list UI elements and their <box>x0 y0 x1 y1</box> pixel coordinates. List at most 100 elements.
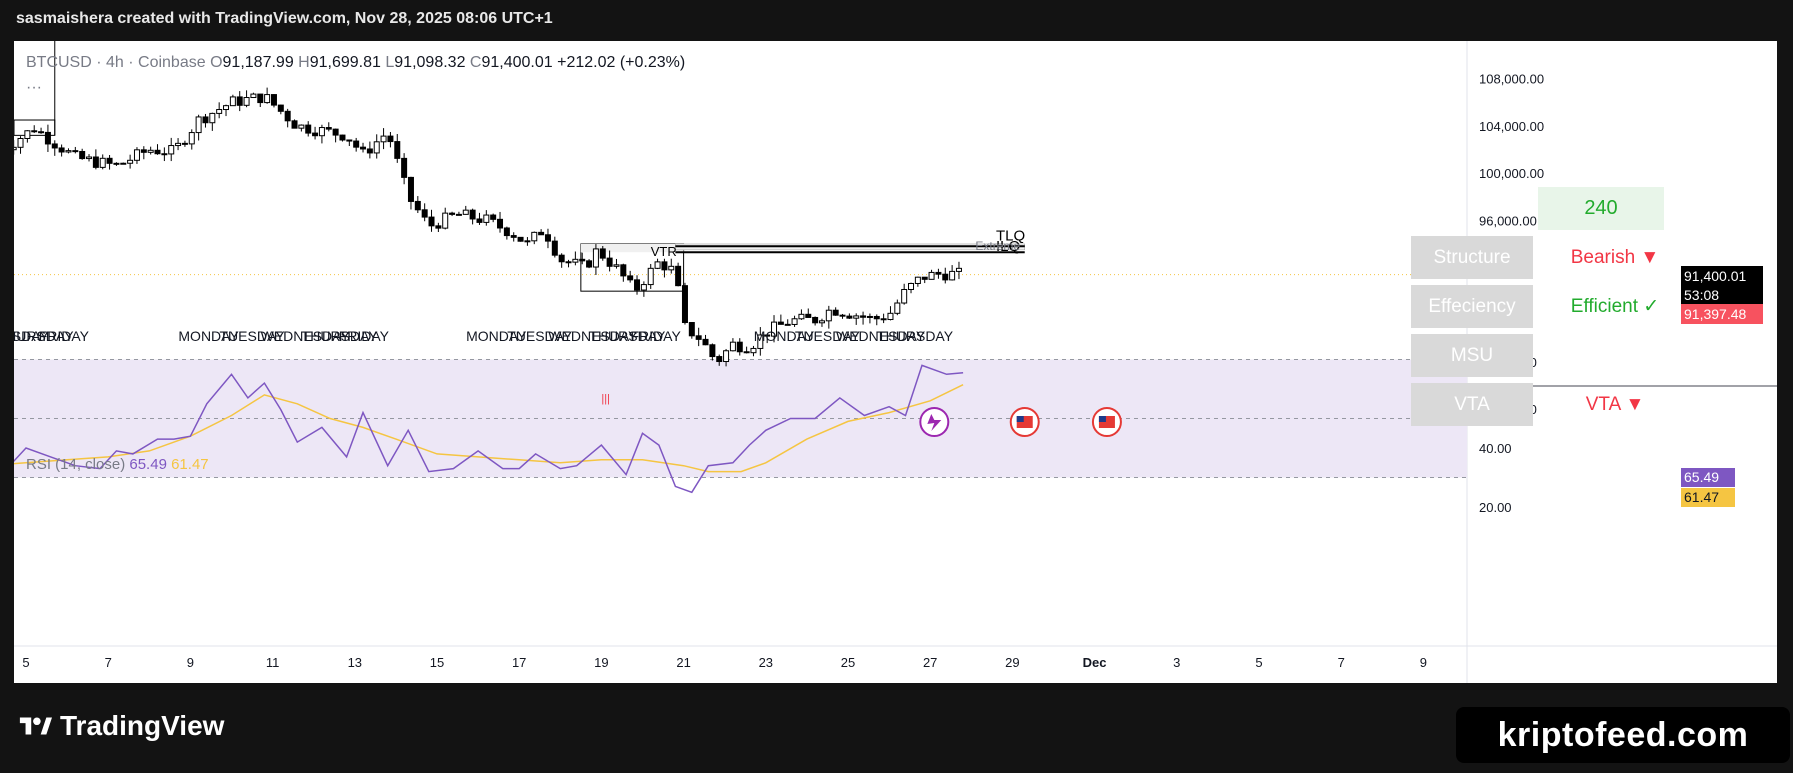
candle-body <box>449 212 456 215</box>
candle-body <box>291 120 298 129</box>
candle-body <box>428 216 435 227</box>
candle-body <box>702 338 709 346</box>
vta-label: VTA <box>1411 383 1533 426</box>
candle-body <box>353 140 360 148</box>
candle-body <box>654 261 661 269</box>
rsi-ma-legend-value: 61.47 <box>171 456 209 473</box>
symbol-label[interactable]: BTCUSD · 4h · Coinbase <box>26 54 206 71</box>
candle-body <box>901 288 908 304</box>
candle-body <box>188 132 195 145</box>
day-label: FRIDAY <box>339 328 390 344</box>
candle-body <box>866 315 873 318</box>
tradingview-wordmark: TradingView <box>60 710 225 741</box>
candle-body <box>24 130 31 139</box>
candle-body <box>257 93 264 104</box>
candle-body <box>524 240 531 243</box>
time-tick-label: 7 <box>1338 655 1345 670</box>
time-tick-label: 27 <box>923 655 937 670</box>
candle-body <box>531 231 538 242</box>
candle-body <box>750 347 757 354</box>
candle-body <box>318 127 325 137</box>
candle-body <box>92 156 99 168</box>
candle-body <box>544 234 551 242</box>
flag-canton <box>1016 416 1024 422</box>
candle-body <box>729 341 736 352</box>
candles <box>14 87 962 367</box>
rsi-axis-tag: 65.49 <box>1681 468 1735 487</box>
candle-body <box>634 279 641 291</box>
candle-body <box>270 94 277 106</box>
rsi-label[interactable]: RSI (14, close) <box>26 456 126 473</box>
close-value: 91,400.01 <box>481 54 553 71</box>
candle-body <box>599 248 606 259</box>
tradingview-icon <box>19 717 52 735</box>
candle-body <box>565 261 572 264</box>
time-tick-label: 7 <box>105 655 112 670</box>
rsi-ma-axis-tag: 61.47 <box>1681 488 1735 507</box>
candle-body <box>935 271 942 275</box>
candle-body <box>832 309 839 316</box>
candle-body <box>140 149 147 153</box>
candle-body <box>846 315 853 319</box>
change-value: +212.02 (+0.23%) <box>557 54 686 71</box>
candle-body <box>887 312 894 321</box>
tradingview-logo[interactable]: TradingView <box>18 710 224 742</box>
time-tick-label: 5 <box>22 655 29 670</box>
day-label: WEDNESDAY <box>548 328 638 344</box>
annotation-ilq: ILQ <box>996 238 1020 255</box>
structure-value: Bearish ▼ <box>1570 246 1660 268</box>
candle-body <box>216 109 223 114</box>
more-options-icon[interactable]: ··· <box>26 79 42 96</box>
candle-body <box>223 105 230 111</box>
candle-body <box>510 235 517 238</box>
candle-body <box>284 110 291 122</box>
time-tick-label: 17 <box>512 655 526 670</box>
day-label: THURSDAY <box>877 328 954 344</box>
candle-body <box>517 236 524 242</box>
candle-body <box>99 157 106 168</box>
chart-svg[interactable]: EDNESDAYTHURSDAYFRIDAYMONDAYTUESDAYWEDNE… <box>14 41 1777 683</box>
candle-body <box>127 159 134 164</box>
candle-body <box>798 313 805 320</box>
vta-value: VTA ▼ <box>1585 393 1645 415</box>
day-label: MONDAY <box>178 328 239 344</box>
time-tick-label: 5 <box>1255 655 1262 670</box>
day-label: FRIDAY <box>631 328 682 344</box>
msu-label: MSU <box>1411 334 1533 377</box>
candle-body <box>675 265 682 287</box>
price-tick-label: 96,000.00 <box>1479 213 1537 228</box>
annotation-extreme: Extreme <box>975 239 1020 253</box>
candle-body <box>647 267 654 286</box>
time-tick-label: Dec <box>1083 655 1107 670</box>
day-label: MONDAY <box>754 328 815 344</box>
day-label: TUESDAY <box>220 328 286 344</box>
candle-body <box>661 261 668 271</box>
watermark-site: kriptofeed.com <box>1456 707 1790 763</box>
time-tick-label: 23 <box>759 655 773 670</box>
msu-value <box>1544 334 1686 377</box>
candle-body <box>791 318 798 325</box>
candle-body <box>195 116 202 134</box>
candle-body <box>229 96 236 107</box>
chart-frame: EDNESDAYTHURSDAYFRIDAYMONDAYTUESDAYWEDNE… <box>14 41 1777 683</box>
candle-body <box>860 315 867 318</box>
open-value: 91,187.99 <box>222 54 294 71</box>
candle-body <box>757 334 764 349</box>
candle-body <box>236 96 243 106</box>
candle-body <box>572 258 579 263</box>
candle-body <box>31 130 38 133</box>
candle-body <box>469 209 476 220</box>
candle-body <box>613 264 620 267</box>
candle-body <box>743 351 750 354</box>
candle-body <box>387 135 394 143</box>
day-label: MONDAY <box>466 328 527 344</box>
candle-body <box>455 213 462 216</box>
candle-body <box>777 321 784 325</box>
candle-body <box>784 323 791 326</box>
candle-body <box>38 131 45 134</box>
candle-body <box>346 139 353 142</box>
candle-body <box>414 200 421 211</box>
low-value: 91,098.32 <box>394 54 466 71</box>
countdown-tag: 53:08 <box>1681 286 1763 304</box>
candle-body <box>839 314 846 317</box>
